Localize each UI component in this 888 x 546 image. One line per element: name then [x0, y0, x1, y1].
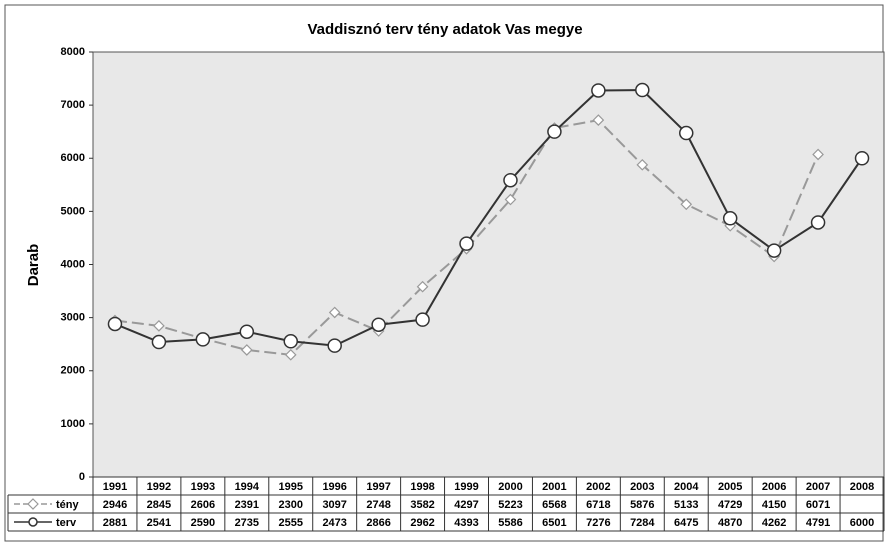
data-point [547, 124, 562, 139]
table-value: 6475 [674, 517, 698, 529]
table-value: 2541 [147, 517, 171, 529]
x-tick-label: 2003 [630, 481, 654, 493]
y-tick-label: 1000 [61, 418, 85, 430]
y-tick-label: 8000 [61, 46, 85, 58]
data-point [240, 344, 253, 356]
table-value: 4262 [762, 517, 786, 529]
table-value: 4870 [718, 517, 742, 529]
x-tick-label: 2000 [498, 481, 522, 493]
data-point [503, 172, 518, 188]
table-value: 2606 [191, 499, 215, 511]
y-tick-label: 3000 [61, 312, 85, 324]
x-tick-label: 2002 [586, 481, 610, 493]
data-point [854, 151, 870, 166]
table-value: 2962 [410, 517, 434, 529]
data-point [195, 332, 211, 347]
table-value: 2946 [103, 499, 127, 511]
table-value: 4791 [806, 517, 830, 529]
table-value: 6718 [586, 499, 610, 511]
data-point [459, 236, 474, 251]
data-point [635, 82, 650, 98]
chart-title: Vaddisznó terv tény adatok Vas megye [307, 21, 582, 38]
table-value: 5223 [498, 499, 522, 511]
table-value: 2391 [235, 499, 259, 511]
data-point [504, 193, 517, 206]
x-tick-label: 2007 [806, 481, 830, 493]
data-point [722, 211, 738, 226]
data-point [679, 125, 694, 141]
y-tick-label: 4000 [61, 258, 85, 270]
table-value: 7284 [630, 517, 655, 529]
data-point [416, 280, 429, 293]
table-value: 2555 [279, 517, 303, 529]
x-tick-label: 1996 [322, 481, 346, 493]
x-tick-label: 1995 [279, 481, 303, 493]
x-tick-label: 1993 [191, 481, 215, 493]
data-point [812, 148, 824, 161]
x-tick-label: 2001 [542, 481, 566, 493]
table-value: 2473 [322, 517, 346, 529]
data-point [415, 312, 430, 327]
series-line [114, 89, 863, 347]
data-point [680, 198, 693, 211]
table-value: 2300 [279, 499, 303, 511]
x-tick-label: 1997 [366, 481, 390, 493]
data-point [283, 334, 298, 349]
y-tick-label: 0 [79, 471, 85, 483]
table-value: 6568 [542, 499, 566, 511]
data-point [107, 316, 123, 332]
table-value: 2845 [147, 499, 171, 511]
legend-label: tény [56, 499, 80, 511]
x-tick-label: 2005 [718, 481, 742, 493]
table-value: 4393 [454, 517, 478, 529]
table-value: 2881 [103, 517, 127, 529]
plot-area [92, 51, 885, 478]
table-value: 4729 [718, 499, 742, 511]
table-value: 4297 [454, 499, 478, 511]
table-value: 4150 [762, 499, 786, 511]
table-value: 2866 [366, 517, 390, 529]
x-tick-label: 1992 [147, 481, 171, 493]
legend-marker [28, 517, 38, 527]
table-value: 3097 [322, 499, 346, 511]
y-tick-label: 7000 [61, 99, 85, 111]
legend-marker [27, 498, 39, 510]
data-point [239, 324, 255, 339]
data-point [766, 243, 782, 258]
x-tick-label: 2008 [850, 481, 874, 493]
x-tick-label: 2006 [762, 481, 786, 493]
table-value: 3582 [410, 499, 434, 511]
y-tick-label: 5000 [61, 205, 85, 217]
table-value: 7276 [586, 517, 610, 529]
table-value: 5586 [498, 517, 522, 529]
data-point [636, 158, 649, 171]
data-point [284, 348, 297, 361]
table-value: 2735 [235, 517, 259, 529]
y-tick-label: 6000 [61, 152, 85, 164]
table-value: 6501 [542, 517, 566, 529]
y-axis-label: Darab [25, 244, 42, 287]
data-point [151, 334, 167, 350]
data-point [153, 320, 165, 332]
x-tick-label: 1991 [103, 481, 127, 493]
x-tick-label: 1998 [410, 481, 434, 493]
y-tick-label: 2000 [61, 365, 85, 377]
table-value: 6071 [806, 499, 830, 511]
x-tick-label: 2004 [674, 481, 699, 493]
legend-label: terv [56, 517, 77, 529]
data-point [591, 83, 606, 98]
table-value: 5876 [630, 499, 654, 511]
table-value: 2748 [366, 499, 390, 511]
x-tick-label: 1994 [235, 481, 260, 493]
table-value: 2590 [191, 517, 215, 529]
data-point [371, 317, 386, 332]
data-point [328, 306, 341, 319]
table-value: 6000 [850, 517, 874, 529]
data-point [810, 215, 826, 230]
data-point [327, 338, 342, 353]
data-point [592, 114, 605, 126]
table-value: 5133 [674, 499, 698, 511]
x-tick-label: 1999 [454, 481, 478, 493]
